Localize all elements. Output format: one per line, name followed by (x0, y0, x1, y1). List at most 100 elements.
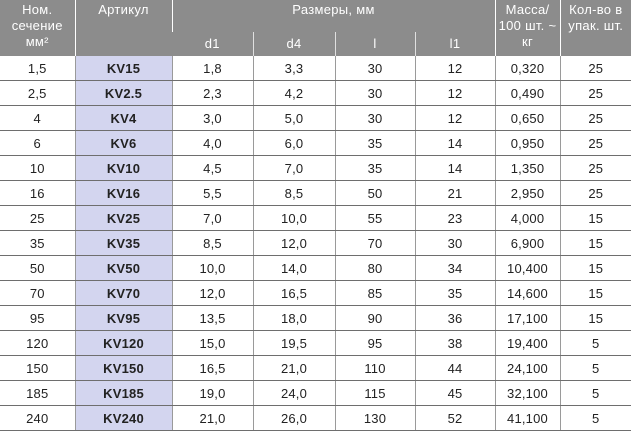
cell-section: 150 (0, 355, 75, 381)
cell-mass: 17,100 (494, 305, 560, 331)
cell-d4: 24,0 (252, 380, 335, 406)
cell-mass: 0,320 (494, 56, 560, 81)
table-body: 1,5 KV15 1,8 3,3 30 12 0,320 25 2,5 KV2.5 2,3 4,2 30… (0, 56, 631, 431)
cell-l: 35 (334, 130, 415, 156)
cell-d4: 21,0 (252, 355, 335, 381)
cell-l1: 35 (414, 280, 495, 306)
cell-l1: 14 (414, 130, 495, 156)
cell-l: 85 (334, 280, 415, 306)
cell-l1: 14 (414, 155, 495, 181)
cell-d4: 8,5 (252, 180, 335, 206)
cell-mass: 14,600 (494, 280, 560, 306)
cell-l1: 12 (414, 56, 495, 81)
table-row: 185 KV185 19,0 24,0 115 45 32,100 5 (0, 380, 631, 406)
cell-l1: 34 (414, 255, 495, 281)
cell-pack: 25 (559, 155, 631, 181)
cell-l1: 38 (414, 330, 495, 356)
cell-l1: 30 (414, 230, 495, 256)
cell-d1: 16,5 (171, 355, 253, 381)
cell-d4: 7,0 (252, 155, 335, 181)
cell-mass: 41,100 (494, 405, 560, 431)
cell-article: KV4 (74, 105, 172, 131)
cell-l: 130 (334, 405, 415, 431)
cell-d4: 6,0 (252, 130, 335, 156)
header-pack: Кол-во в упак. шт. (559, 0, 631, 56)
cell-article: KV35 (74, 230, 172, 256)
header-section: Ном. сечение мм² (0, 0, 75, 56)
table-row: 1,5 KV15 1,8 3,3 30 12 0,320 25 (0, 56, 631, 81)
cell-d1: 3,0 (171, 105, 253, 131)
cell-section: 25 (0, 205, 75, 231)
cell-d1: 2,3 (171, 80, 253, 106)
cell-section: 185 (0, 380, 75, 406)
cell-l: 95 (334, 330, 415, 356)
cell-section: 50 (0, 255, 75, 281)
cell-d1: 1,8 (171, 56, 253, 81)
cell-d1: 7,0 (171, 205, 253, 231)
cell-section: 16 (0, 180, 75, 206)
table-row: 70 KV70 12,0 16,5 85 35 14,600 15 (0, 280, 631, 306)
table-row: 25 KV25 7,0 10,0 55 23 4,000 15 (0, 205, 631, 231)
cell-d4: 16,5 (252, 280, 335, 306)
cell-mass: 19,400 (494, 330, 560, 356)
cell-d1: 4,5 (171, 155, 253, 181)
header-d4: d4 (252, 32, 335, 56)
table-row: 16 KV16 5,5 8,5 50 21 2,950 25 (0, 180, 631, 206)
cell-d1: 19,0 (171, 380, 253, 406)
cell-article: KV25 (74, 205, 172, 231)
cell-pack: 25 (559, 56, 631, 81)
cell-section: 4 (0, 105, 75, 131)
cell-d1: 8,5 (171, 230, 253, 256)
table-row: 4 KV4 3,0 5,0 30 12 0,650 25 (0, 105, 631, 131)
cell-section: 35 (0, 230, 75, 256)
cell-pack: 15 (559, 205, 631, 231)
cell-d1: 5,5 (171, 180, 253, 206)
table-row: 2,5 KV2.5 2,3 4,2 30 12 0,490 25 (0, 80, 631, 106)
cell-pack: 5 (559, 380, 631, 406)
header-article: Артикул (74, 0, 172, 56)
cell-section: 70 (0, 280, 75, 306)
cell-l1: 12 (414, 80, 495, 106)
cell-d4: 12,0 (252, 230, 335, 256)
cell-article: KV120 (74, 330, 172, 356)
cell-section: 2,5 (0, 80, 75, 106)
cell-d4: 3,3 (252, 56, 335, 81)
cell-article: KV15 (74, 56, 172, 81)
cell-article: KV10 (74, 155, 172, 181)
cell-pack: 15 (559, 305, 631, 331)
header-l1: l1 (414, 32, 495, 56)
cell-article: KV95 (74, 305, 172, 331)
cell-l: 80 (334, 255, 415, 281)
cell-d1: 15,0 (171, 330, 253, 356)
cell-article: KV70 (74, 280, 172, 306)
cell-d4: 18,0 (252, 305, 335, 331)
cell-article: KV16 (74, 180, 172, 206)
table-row: 6 KV6 4,0 6,0 35 14 0,950 25 (0, 130, 631, 156)
cell-l: 110 (334, 355, 415, 381)
cell-l1: 52 (414, 405, 495, 431)
cell-mass: 32,100 (494, 380, 560, 406)
cell-mass: 1,350 (494, 155, 560, 181)
cell-mass: 10,400 (494, 255, 560, 281)
cell-article: KV240 (74, 405, 172, 431)
cell-pack: 25 (559, 80, 631, 106)
cell-d4: 19,5 (252, 330, 335, 356)
cell-pack: 25 (559, 130, 631, 156)
table-row: 50 KV50 10,0 14,0 80 34 10,400 15 (0, 255, 631, 281)
table-row: 10 KV10 4,5 7,0 35 14 1,350 25 (0, 155, 631, 181)
cell-pack: 15 (559, 230, 631, 256)
cell-mass: 24,100 (494, 355, 560, 381)
cell-pack: 5 (559, 405, 631, 431)
cell-mass: 0,650 (494, 105, 560, 131)
header-l: l (334, 32, 415, 56)
cell-l1: 12 (414, 105, 495, 131)
cell-d1: 21,0 (171, 405, 253, 431)
cell-d4: 4,2 (252, 80, 335, 106)
cell-l1: 21 (414, 180, 495, 206)
cell-l: 30 (334, 105, 415, 131)
cell-l: 55 (334, 205, 415, 231)
cell-mass: 0,950 (494, 130, 560, 156)
cell-section: 1,5 (0, 56, 75, 81)
header-d1: d1 (172, 32, 253, 56)
